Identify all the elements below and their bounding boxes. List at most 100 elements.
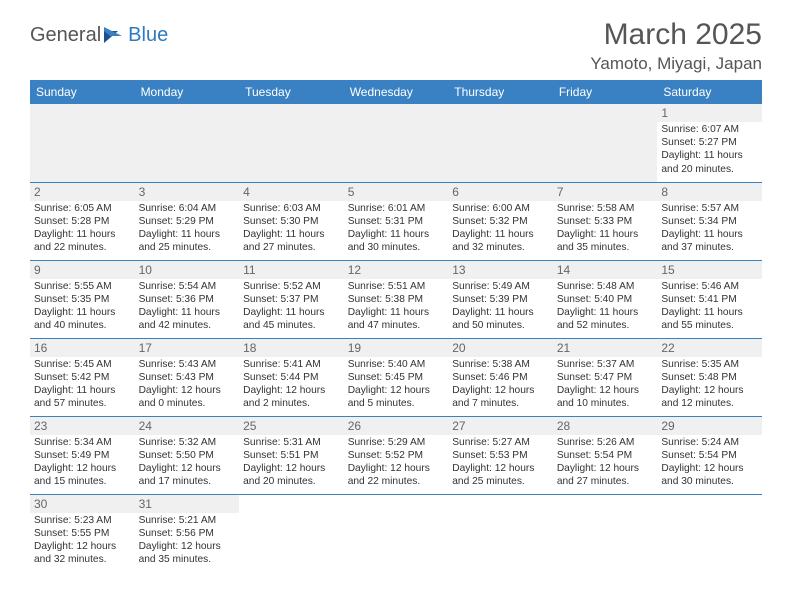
day-number: 18 [239,339,344,357]
day-number: 9 [30,261,135,279]
day-number: 20 [448,339,553,357]
day-number: 29 [657,417,762,435]
calendar-cell: 16Sunrise: 5:45 AMSunset: 5:42 PMDayligh… [30,338,135,416]
day-details: Sunrise: 5:49 AMSunset: 5:39 PMDaylight:… [452,280,549,332]
day-number: 17 [135,339,240,357]
day-number: 23 [30,417,135,435]
day-number: 25 [239,417,344,435]
day-details: Sunrise: 5:34 AMSunset: 5:49 PMDaylight:… [34,436,131,488]
day-details: Sunrise: 5:32 AMSunset: 5:50 PMDaylight:… [139,436,236,488]
day-details: Sunrise: 6:03 AMSunset: 5:30 PMDaylight:… [243,202,340,254]
calendar-cell: 5Sunrise: 6:01 AMSunset: 5:31 PMDaylight… [344,182,449,260]
day-details: Sunrise: 5:58 AMSunset: 5:33 PMDaylight:… [557,202,654,254]
calendar-cell: 11Sunrise: 5:52 AMSunset: 5:37 PMDayligh… [239,260,344,338]
calendar-cell [239,104,344,182]
calendar-cell [553,104,658,182]
calendar-cell: 30Sunrise: 5:23 AMSunset: 5:55 PMDayligh… [30,494,135,572]
calendar-cell: 4Sunrise: 6:03 AMSunset: 5:30 PMDaylight… [239,182,344,260]
day-number: 6 [448,183,553,201]
day-number: 4 [239,183,344,201]
day-number: 14 [553,261,658,279]
day-header: Thursday [448,80,553,104]
day-number: 22 [657,339,762,357]
flag-icon [104,27,124,48]
day-details: Sunrise: 6:00 AMSunset: 5:32 PMDaylight:… [452,202,549,254]
calendar-cell: 8Sunrise: 5:57 AMSunset: 5:34 PMDaylight… [657,182,762,260]
calendar-table: SundayMondayTuesdayWednesdayThursdayFrid… [30,80,762,572]
calendar-cell: 25Sunrise: 5:31 AMSunset: 5:51 PMDayligh… [239,416,344,494]
day-header: Tuesday [239,80,344,104]
brand-blue: Blue [128,24,168,47]
calendar-cell: 31Sunrise: 5:21 AMSunset: 5:56 PMDayligh… [135,494,240,572]
day-number: 11 [239,261,344,279]
day-number: 24 [135,417,240,435]
calendar-cell [344,494,449,572]
day-details: Sunrise: 5:43 AMSunset: 5:43 PMDaylight:… [139,358,236,410]
day-number: 30 [30,495,135,513]
calendar-cell: 6Sunrise: 6:00 AMSunset: 5:32 PMDaylight… [448,182,553,260]
title-block: March 2025 Yamoto, Miyagi, Japan [590,18,762,74]
calendar-cell: 9Sunrise: 5:55 AMSunset: 5:35 PMDaylight… [30,260,135,338]
calendar-cell: 23Sunrise: 5:34 AMSunset: 5:49 PMDayligh… [30,416,135,494]
location: Yamoto, Miyagi, Japan [590,54,762,74]
brand-general: General [30,24,101,47]
day-number: 31 [135,495,240,513]
day-number: 12 [344,261,449,279]
calendar-cell [448,494,553,572]
day-details: Sunrise: 5:48 AMSunset: 5:40 PMDaylight:… [557,280,654,332]
calendar-cell: 15Sunrise: 5:46 AMSunset: 5:41 PMDayligh… [657,260,762,338]
day-details: Sunrise: 5:55 AMSunset: 5:35 PMDaylight:… [34,280,131,332]
day-details: Sunrise: 5:41 AMSunset: 5:44 PMDaylight:… [243,358,340,410]
day-details: Sunrise: 5:54 AMSunset: 5:36 PMDaylight:… [139,280,236,332]
calendar-cell: 3Sunrise: 6:04 AMSunset: 5:29 PMDaylight… [135,182,240,260]
day-details: Sunrise: 6:01 AMSunset: 5:31 PMDaylight:… [348,202,445,254]
day-details: Sunrise: 5:27 AMSunset: 5:53 PMDaylight:… [452,436,549,488]
calendar-cell: 1Sunrise: 6:07 AMSunset: 5:27 PMDaylight… [657,104,762,182]
calendar-cell [239,494,344,572]
day-number: 13 [448,261,553,279]
day-number: 2 [30,183,135,201]
calendar-cell: 28Sunrise: 5:26 AMSunset: 5:54 PMDayligh… [553,416,658,494]
calendar-cell [553,494,658,572]
calendar-cell [657,494,762,572]
day-details: Sunrise: 5:35 AMSunset: 5:48 PMDaylight:… [661,358,758,410]
day-details: Sunrise: 5:21 AMSunset: 5:56 PMDaylight:… [139,514,236,566]
calendar-cell: 22Sunrise: 5:35 AMSunset: 5:48 PMDayligh… [657,338,762,416]
calendar-cell: 21Sunrise: 5:37 AMSunset: 5:47 PMDayligh… [553,338,658,416]
day-header: Friday [553,80,658,104]
day-number: 5 [344,183,449,201]
calendar-cell [448,104,553,182]
day-details: Sunrise: 5:51 AMSunset: 5:38 PMDaylight:… [348,280,445,332]
day-header: Monday [135,80,240,104]
day-number: 27 [448,417,553,435]
calendar-cell: 26Sunrise: 5:29 AMSunset: 5:52 PMDayligh… [344,416,449,494]
header: General Blue March 2025 Yamoto, Miyagi, J… [30,18,762,74]
day-details: Sunrise: 5:38 AMSunset: 5:46 PMDaylight:… [452,358,549,410]
calendar-cell: 17Sunrise: 5:43 AMSunset: 5:43 PMDayligh… [135,338,240,416]
day-details: Sunrise: 5:45 AMSunset: 5:42 PMDaylight:… [34,358,131,410]
calendar-cell: 10Sunrise: 5:54 AMSunset: 5:36 PMDayligh… [135,260,240,338]
day-number: 3 [135,183,240,201]
day-header: Wednesday [344,80,449,104]
calendar-cell: 20Sunrise: 5:38 AMSunset: 5:46 PMDayligh… [448,338,553,416]
calendar-cell: 7Sunrise: 5:58 AMSunset: 5:33 PMDaylight… [553,182,658,260]
day-details: Sunrise: 6:07 AMSunset: 5:27 PMDaylight:… [661,123,758,175]
day-header: Saturday [657,80,762,104]
day-details: Sunrise: 5:29 AMSunset: 5:52 PMDaylight:… [348,436,445,488]
day-details: Sunrise: 5:23 AMSunset: 5:55 PMDaylight:… [34,514,131,566]
calendar-cell [344,104,449,182]
day-number: 15 [657,261,762,279]
day-details: Sunrise: 6:05 AMSunset: 5:28 PMDaylight:… [34,202,131,254]
calendar-cell [135,104,240,182]
day-details: Sunrise: 6:04 AMSunset: 5:29 PMDaylight:… [139,202,236,254]
calendar-cell: 13Sunrise: 5:49 AMSunset: 5:39 PMDayligh… [448,260,553,338]
day-details: Sunrise: 5:24 AMSunset: 5:54 PMDaylight:… [661,436,758,488]
day-number: 10 [135,261,240,279]
calendar-cell: 24Sunrise: 5:32 AMSunset: 5:50 PMDayligh… [135,416,240,494]
day-details: Sunrise: 5:31 AMSunset: 5:51 PMDaylight:… [243,436,340,488]
calendar-cell: 29Sunrise: 5:24 AMSunset: 5:54 PMDayligh… [657,416,762,494]
day-number: 19 [344,339,449,357]
day-number: 26 [344,417,449,435]
day-details: Sunrise: 5:40 AMSunset: 5:45 PMDaylight:… [348,358,445,410]
day-details: Sunrise: 5:52 AMSunset: 5:37 PMDaylight:… [243,280,340,332]
